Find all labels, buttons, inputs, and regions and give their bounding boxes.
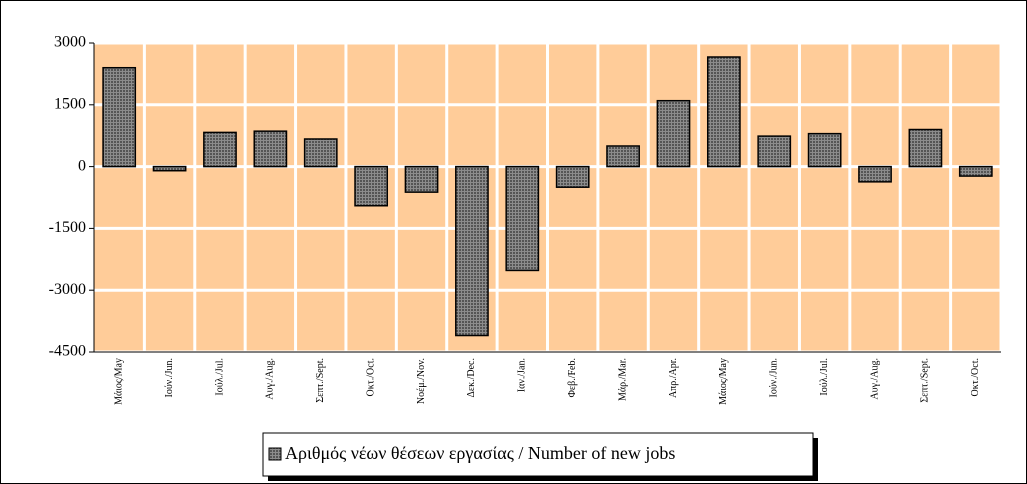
- y-tick-label: 1500: [54, 95, 86, 112]
- bar: [253, 130, 288, 168]
- x-tick-label: Ιούλ./Jul.: [819, 358, 830, 396]
- bar: [858, 165, 892, 183]
- bar: [807, 132, 842, 168]
- x-tick-label: Οκτ./Oct.: [365, 358, 376, 397]
- x-tick-label: Σεπτ./Sept.: [315, 358, 326, 403]
- bar: [102, 66, 137, 168]
- x-tick-label: Δεκ./Dec.: [466, 358, 477, 398]
- x-tick-label: Ιούλ./Jul.: [214, 358, 225, 396]
- bar: [908, 128, 943, 168]
- bar: [404, 165, 439, 193]
- y-tick-label: 0: [78, 157, 86, 174]
- x-tick-label: Απρ./Apr.: [668, 358, 679, 398]
- bar: [958, 165, 993, 177]
- x-tick-label: Μάιος/May: [113, 358, 124, 405]
- x-tick-label: Οκτ./Oct.: [970, 358, 981, 397]
- x-tick-label: Μάρ./Mar.: [617, 358, 628, 401]
- x-tick-label: Αυγ./Aug.: [265, 358, 276, 400]
- bar: [203, 131, 237, 168]
- y-tick-label: -1500: [49, 219, 86, 236]
- y-tick-label: -4500: [49, 343, 86, 360]
- x-tick-label: Φεβ./Feb.: [567, 358, 578, 397]
- legend-box: [262, 432, 814, 477]
- bar: [706, 56, 741, 168]
- bar: [152, 165, 187, 172]
- bar: [455, 165, 489, 337]
- x-tick-label: Αυγ./Aug.: [869, 358, 880, 400]
- x-tick-label: Μάιος/May: [718, 358, 729, 405]
- x-tick-label: Νοέμ./Nov.: [416, 358, 427, 404]
- bar: [555, 165, 590, 188]
- x-tick-label: Ιούν./Jun.: [769, 358, 780, 397]
- x-tick-label: Ιαν./Jan.: [517, 358, 528, 392]
- legend-swatch: [268, 447, 282, 461]
- x-tick-label: Ιούν./Jun.: [164, 358, 175, 397]
- legend-label: Αριθμός νέων θέσεων εργασίας / Number of…: [285, 443, 675, 463]
- y-tick-label: -3000: [49, 281, 86, 298]
- bar: [303, 138, 338, 168]
- x-tick-label: Σεπτ./Sept.: [920, 358, 931, 403]
- bar: [757, 135, 792, 168]
- bar: [606, 145, 640, 168]
- bar: [656, 99, 691, 168]
- bar: [354, 165, 389, 207]
- bar: [505, 165, 540, 272]
- y-tick-label: 3000: [54, 34, 86, 51]
